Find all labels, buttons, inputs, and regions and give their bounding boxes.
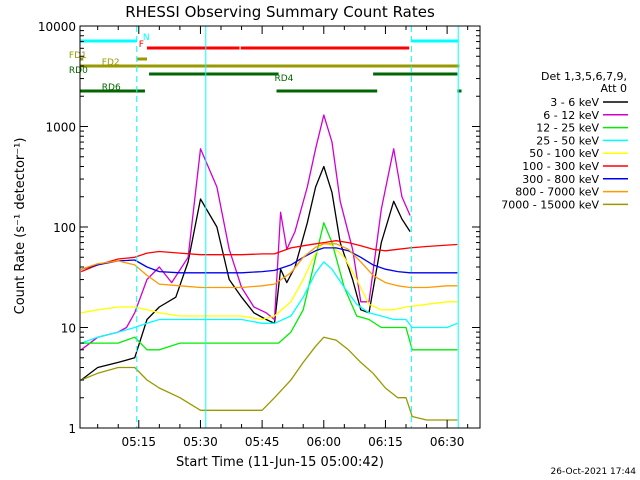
series-line-0 (80, 165, 411, 381)
axes: 05:15 05:30 05:45 06:00 06:15 06:30 1 10 100 1000… (38, 20, 481, 449)
series-line-5 (80, 240, 458, 273)
series-line-2 (81, 222, 458, 351)
chart-title: RHESSI Observing Summary Count Rates (125, 3, 435, 21)
legend-entry-label: 800 - 7000 keV (515, 186, 599, 199)
x-tick-label: 06:00 (306, 435, 341, 449)
x-tick-label: 05:30 (183, 435, 218, 449)
y-tick-label: 1 (68, 422, 76, 436)
legend-entry-label: 6 - 12 keV (543, 109, 599, 122)
legend-entry-label: 25 - 50 keV (536, 134, 599, 147)
series-line-1 (80, 114, 411, 351)
flag-label-rd6: RD6 (102, 83, 121, 93)
series-line-6 (81, 247, 458, 274)
series-line-4 (81, 241, 458, 321)
legend-entry-label: 12 - 25 keV (536, 122, 599, 135)
y-tick-label: 10 (61, 322, 76, 336)
x-tick-label: 06:15 (368, 435, 403, 449)
legend-header: Det 1,3,5,6,7,9, (541, 70, 627, 83)
x-tick-label: 05:15 (121, 435, 156, 449)
legend-entry-label: 50 - 100 keV (529, 147, 599, 160)
legend-entry-label: 7000 - 15000 keV (501, 198, 599, 211)
flag-label-rd4: RD4 (274, 74, 293, 84)
legend-entry-label: 3 - 6 keV (550, 96, 599, 109)
x-axis-label: Start Time (11-Jun-15 05:00:42) (176, 455, 384, 470)
attenuator-markers (136, 26, 459, 428)
y-axis-label: Count Rate (s⁻¹ detector⁻¹) (13, 138, 28, 315)
observing-flags: NF FD1 FD2 RD0 RD4 RD6 (69, 33, 462, 93)
flag-label-rd0: RD0 (69, 66, 88, 76)
series-line-3 (80, 261, 458, 344)
x-tick-label: 05:45 (245, 435, 280, 449)
series-lines (80, 114, 458, 421)
y-tick-label: 100 (53, 221, 76, 235)
flag-label-f: F (139, 40, 144, 50)
y-tick-label: 10000 (38, 20, 76, 34)
legend-entry-label: 300 - 800 keV (522, 173, 599, 186)
flag-label-fd1: FD1 (69, 51, 87, 61)
y-tick-label: 1000 (45, 121, 76, 135)
flag-label-fd2: FD2 (102, 58, 120, 68)
flag-label-n: N (143, 33, 150, 43)
footer-date: 26-Oct-2021 17:44 (551, 467, 637, 477)
x-tick-label: 06:30 (430, 435, 465, 449)
series-line-7 (80, 243, 458, 289)
legend-header: Att 0 (601, 82, 627, 95)
series-line-8 (80, 336, 458, 421)
legend-entry-label: 100 - 300 keV (522, 160, 599, 173)
